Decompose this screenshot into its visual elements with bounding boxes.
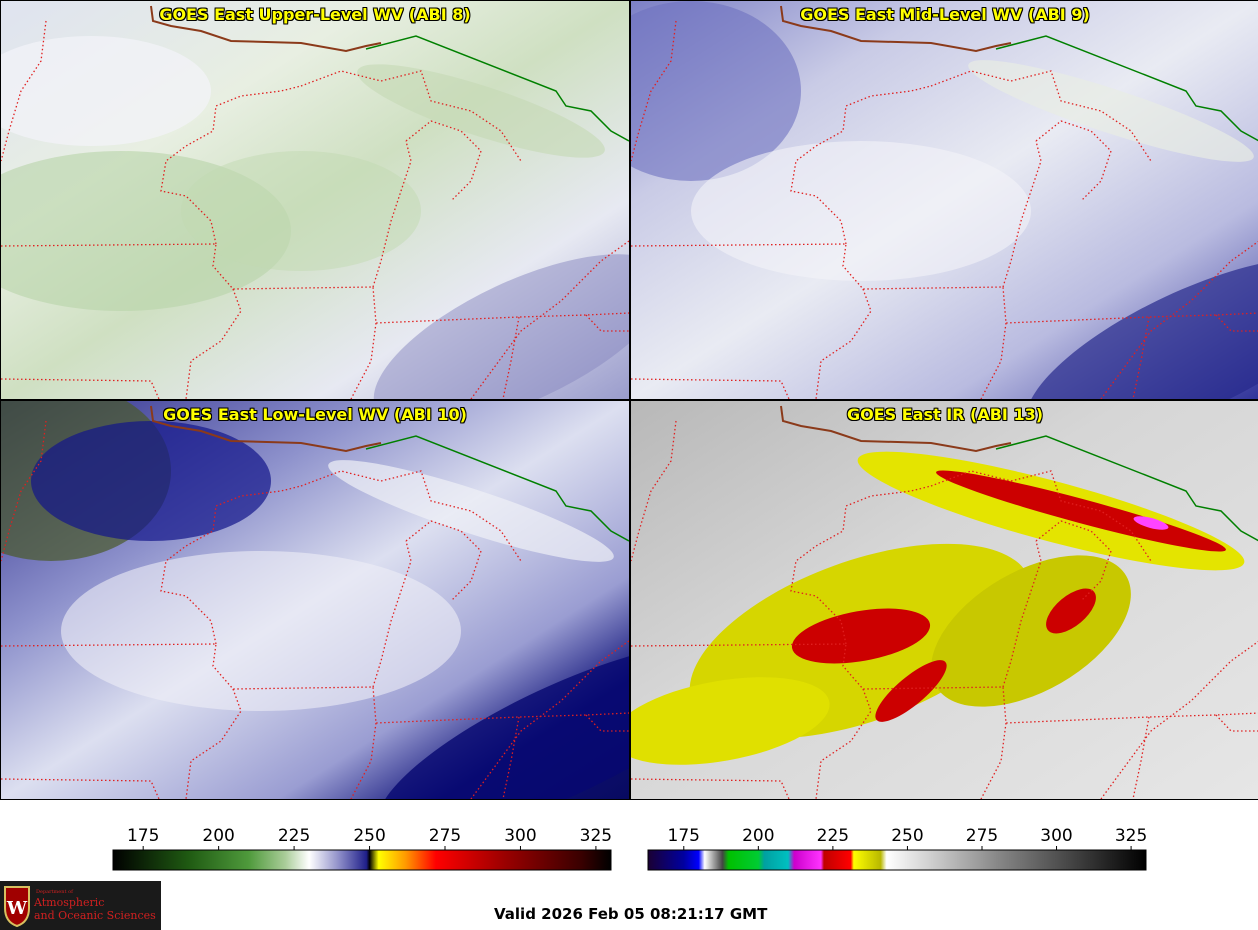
- state-border: [1, 420, 47, 562]
- international-border: [995, 35, 1258, 142]
- international-border: [995, 435, 1258, 542]
- state-border: [585, 714, 629, 732]
- state-border: [790, 85, 932, 245]
- map-borders: [1, 405, 629, 799]
- colorbar-tick-label: 325: [1115, 826, 1147, 846]
- state-border: [1, 643, 629, 724]
- state-border: [160, 485, 302, 645]
- state-border: [1035, 520, 1112, 602]
- colorbar-tick-label: 275: [966, 826, 998, 846]
- state-border: [631, 20, 677, 162]
- state-border: [372, 140, 412, 288]
- colorbar-gradient: [112, 849, 612, 871]
- shoreline: [150, 5, 382, 53]
- state-border: [1132, 316, 1150, 399]
- colorbar-tick-label: 250: [353, 826, 385, 846]
- state-border: [980, 722, 1007, 799]
- panel-title: GOES East Mid-Level WV (ABI 9): [800, 5, 1090, 24]
- ir-image: [631, 401, 1258, 799]
- upper-level-wv-panel: GOES East Upper-Level WV (ABI 8): [0, 0, 630, 400]
- mid-level-wv-image: [631, 1, 1258, 399]
- svg-text:W: W: [6, 898, 28, 919]
- shoreline: [150, 405, 382, 453]
- state-border: [185, 688, 242, 799]
- panel-title: GOES East Upper-Level WV (ABI 8): [159, 5, 471, 24]
- shoreline: [780, 405, 1012, 453]
- colorbar-tick-label: 250: [891, 826, 923, 846]
- colorbar-tick-label: 200: [202, 826, 234, 846]
- state-border: [300, 470, 522, 562]
- state-border: [300, 70, 522, 162]
- uw-crest-icon: W: [4, 886, 30, 927]
- colorbar-tick-label: 275: [429, 826, 461, 846]
- state-border: [1215, 314, 1258, 332]
- valid-time: Valid 2026 Feb 05 08:21:17 GMT: [494, 905, 768, 923]
- state-border: [930, 470, 1152, 562]
- state-border: [790, 485, 932, 645]
- state-border: [372, 540, 412, 688]
- state-border: [185, 288, 242, 399]
- state-border: [980, 322, 1007, 399]
- colorbar-tick-label: 175: [127, 826, 159, 846]
- state-border: [470, 640, 629, 799]
- state-border: [350, 722, 377, 799]
- low-level-wv-image: [1, 401, 629, 799]
- colorbar-tick-label: 300: [504, 826, 536, 846]
- state-border: [1, 378, 160, 399]
- state-border: [160, 85, 302, 245]
- map-borders: [1, 5, 629, 399]
- ir-colorbar: 175 200 225 250 275 300 325: [647, 818, 1147, 874]
- colorbar-tick-label: 300: [1040, 826, 1072, 846]
- colorbar-tick-label: 225: [278, 826, 310, 846]
- state-border: [1, 778, 160, 799]
- logo-line-2: and Oceanic Sciences: [34, 909, 156, 922]
- state-border: [631, 778, 790, 799]
- state-border: [631, 243, 1258, 324]
- international-border: [365, 35, 629, 142]
- wv-colorbar-graphic: 175 200 225 250 275 300 325: [112, 826, 612, 871]
- state-border: [470, 240, 629, 399]
- low-level-wv-panel: GOES East Low-Level WV (ABI 10): [0, 400, 630, 800]
- international-border: [365, 435, 629, 542]
- state-border: [1100, 240, 1258, 399]
- state-border: [405, 120, 482, 202]
- state-border: [502, 716, 520, 799]
- aos-logo: W Department of Atmospheric and Oceanic …: [0, 881, 161, 930]
- upper-level-wv-image: [1, 1, 629, 399]
- state-border: [1035, 120, 1112, 202]
- state-border: [1100, 640, 1258, 799]
- map-borders: [631, 405, 1258, 799]
- shoreline: [780, 5, 1012, 53]
- logo-department: Department of: [36, 889, 73, 895]
- state-border: [1002, 540, 1042, 688]
- state-border: [1215, 714, 1258, 732]
- state-border: [930, 70, 1152, 162]
- colorbar-tick-label: 225: [817, 826, 849, 846]
- colorbar-tick-label: 200: [742, 826, 774, 846]
- map-borders: [631, 5, 1258, 399]
- colorbar-tick-label: 325: [580, 826, 612, 846]
- state-border: [631, 420, 677, 562]
- state-border: [405, 520, 482, 602]
- colorbar-tick-label: 175: [668, 826, 700, 846]
- state-border: [815, 688, 872, 799]
- state-border: [815, 288, 872, 399]
- panel-title: GOES East IR (ABI 13): [846, 405, 1044, 424]
- state-border: [1, 20, 47, 162]
- wv-colorbar: 175 200 225 250 275 300 325: [112, 818, 612, 874]
- logo-line-1: Atmospheric: [34, 896, 105, 909]
- colorbar-gradient: [647, 849, 1147, 871]
- ir-colorbar-graphic: 175 200 225 250 275 300 325: [647, 826, 1147, 871]
- state-border: [1, 243, 629, 324]
- mid-level-wv-panel: GOES East Mid-Level WV (ABI 9): [630, 0, 1258, 400]
- state-border: [350, 322, 377, 399]
- panel-title: GOES East Low-Level WV (ABI 10): [163, 405, 467, 424]
- state-border: [1132, 716, 1150, 799]
- ir-panel: GOES East IR (ABI 13): [630, 400, 1258, 800]
- state-border: [1002, 140, 1042, 288]
- state-border: [631, 378, 790, 399]
- state-border: [502, 316, 520, 399]
- state-border: [585, 314, 629, 332]
- state-border: [631, 643, 1258, 724]
